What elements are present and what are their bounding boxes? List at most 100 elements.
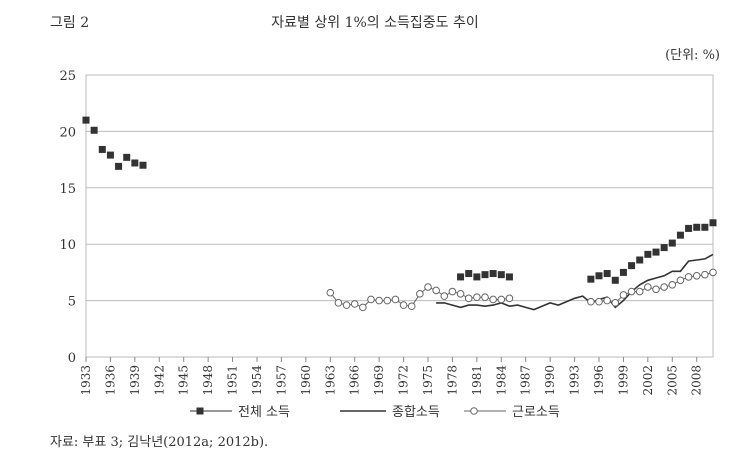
- series-line: [436, 253, 714, 311]
- data-point: [367, 295, 375, 304]
- y-tick-label: 25: [59, 69, 76, 84]
- data-point: [660, 244, 668, 252]
- series-1: [436, 253, 714, 311]
- data-point: [399, 301, 408, 309]
- x-tick-label: 1933: [79, 365, 93, 396]
- data-point: [587, 275, 595, 283]
- data-point: [660, 283, 668, 291]
- data-point: [416, 290, 424, 298]
- y-tick-label: 5: [68, 295, 76, 310]
- x-tick-label: 1969: [372, 365, 386, 396]
- data-point: [407, 302, 416, 311]
- plot-frame: [85, 74, 714, 358]
- legend: 전체 소득 종합소득 근로소득: [190, 405, 560, 420]
- data-point: [440, 292, 449, 300]
- legend-item-2: 근로소득: [464, 405, 560, 420]
- x-tick-label: 1948: [201, 365, 215, 396]
- data-point: [448, 287, 457, 296]
- x-tick-label: 1999: [616, 365, 630, 396]
- legend-swatch-marker: [470, 407, 478, 415]
- x-tick-label: 1984: [494, 365, 508, 396]
- x-tick-label: 1942: [152, 365, 166, 396]
- data-point: [342, 301, 351, 309]
- legend-item-0: 전체 소득: [190, 405, 290, 420]
- legend-label: 종합소득: [392, 405, 440, 420]
- data-point: [456, 290, 465, 298]
- data-point: [424, 283, 432, 291]
- x-tick-label: 1990: [543, 365, 557, 396]
- legend-swatch-marker: [196, 407, 204, 415]
- x-tick-label: 2005: [665, 365, 679, 396]
- legend-item-1: 종합소득: [340, 405, 440, 420]
- data-point: [595, 297, 603, 306]
- data-point: [98, 145, 106, 153]
- data-point: [391, 295, 400, 304]
- x-tick-label: 1993: [568, 365, 582, 396]
- data-point: [489, 295, 497, 304]
- data-point: [701, 270, 709, 279]
- data-point: [131, 159, 139, 167]
- data-point: [635, 287, 644, 296]
- data-point: [123, 153, 131, 161]
- x-tick-label: 1957: [274, 365, 288, 396]
- x-tick-label: 1936: [103, 365, 117, 396]
- data-point: [595, 272, 603, 280]
- data-point: [497, 271, 505, 279]
- data-point: [489, 270, 497, 278]
- data-point: [465, 270, 473, 278]
- data-point: [603, 270, 611, 278]
- data-point: [481, 271, 489, 279]
- data-point: [587, 297, 595, 306]
- x-tick-label: 1987: [519, 365, 533, 396]
- data-point: [685, 224, 693, 232]
- data-point: [644, 250, 652, 258]
- data-point: [627, 287, 636, 296]
- figure-label: 그림 2: [50, 15, 90, 31]
- x-axis: 1933 1936 1939 1942 1945 1948 1951 1954 1957 1960…: [79, 357, 704, 396]
- data-point: [383, 296, 392, 305]
- x-tick-label: 1972: [397, 365, 411, 396]
- data-point: [692, 271, 701, 280]
- x-tick-label: 2008: [690, 365, 704, 396]
- x-tick-label: 1978: [445, 365, 459, 396]
- chart-title: 자료별 상위 1%의 소득집중도 추이: [271, 15, 479, 31]
- series-2: [326, 268, 717, 312]
- x-tick-label: 1951: [226, 365, 240, 396]
- data-point: [505, 294, 514, 303]
- data-point: [668, 239, 676, 247]
- y-tick-label: 0: [68, 351, 76, 366]
- x-tick-label: 1945: [177, 365, 191, 396]
- x-tick-label: 1954: [250, 365, 264, 396]
- data-point: [619, 291, 628, 299]
- x-tick-label: 1966: [348, 365, 362, 396]
- y-tick-label: 15: [59, 182, 76, 197]
- data-point: [326, 288, 335, 297]
- data-point: [82, 116, 90, 124]
- data-point: [464, 294, 473, 303]
- data-point: [611, 299, 620, 307]
- x-tick-label: 1996: [592, 365, 606, 396]
- data-point: [505, 273, 513, 281]
- data-point: [473, 293, 481, 302]
- data-point: [652, 285, 660, 294]
- data-point: [334, 299, 343, 307]
- data-point: [676, 231, 684, 239]
- data-point: [432, 286, 440, 295]
- data-point: [375, 296, 383, 305]
- series-0: [82, 116, 717, 284]
- x-tick-label: 1939: [128, 365, 142, 396]
- data-point: [644, 283, 652, 291]
- data-point: [693, 223, 701, 231]
- data-point: [709, 219, 717, 227]
- data-point: [709, 268, 717, 277]
- data-point: [611, 276, 619, 284]
- data-point: [90, 126, 98, 134]
- source-note: 자료: 부표 3; 김낙년(2012a; 2012b).: [50, 435, 269, 450]
- x-tick-label: 2002: [641, 365, 655, 396]
- x-tick-label: 1963: [323, 365, 337, 396]
- y-tick-label: 10: [59, 238, 76, 253]
- y-tick-label: 20: [59, 125, 76, 140]
- data-point: [628, 262, 636, 270]
- data-point: [115, 162, 123, 170]
